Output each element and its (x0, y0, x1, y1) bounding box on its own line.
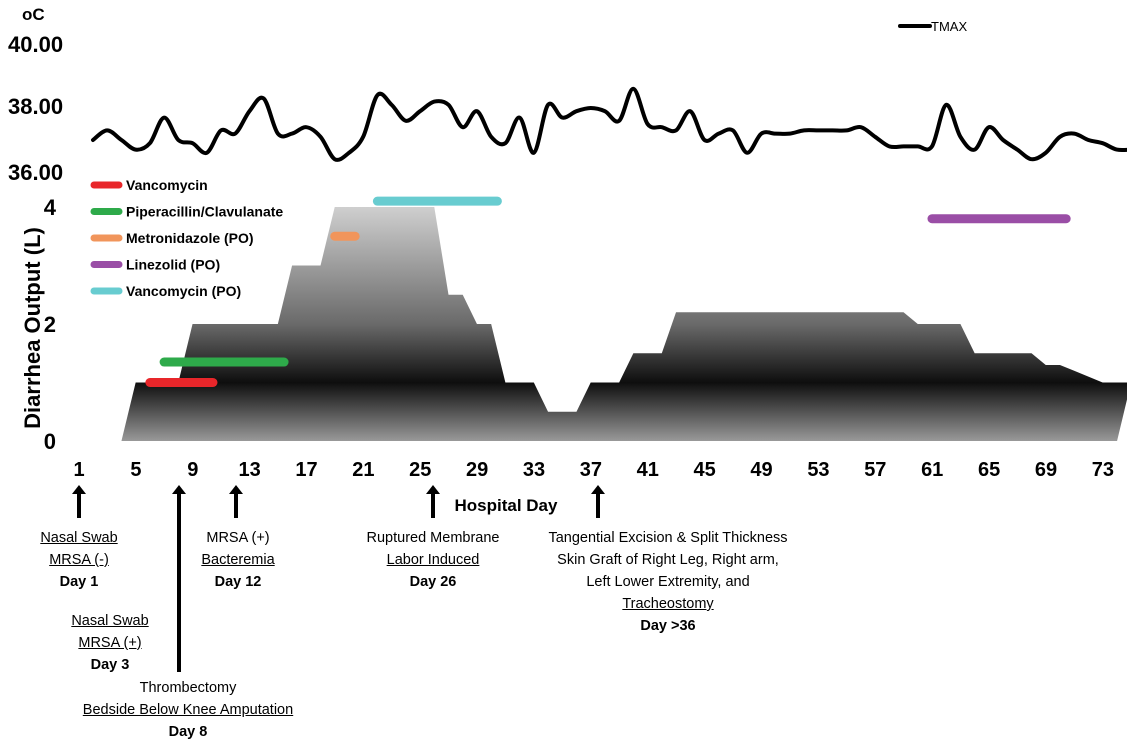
x-tick-label: 9 (187, 459, 198, 481)
temp-unit-label: oC (22, 5, 45, 24)
output-panel: 1 5 9 13 17 21 25 29 33 37 41 45 49 53 57 61 65 69 73 024 … (20, 177, 1127, 515)
arrowhead-day-37 (591, 485, 605, 494)
x-tick-label: 25 (409, 459, 431, 481)
annotation-day-37-plain-3: Left Lower Extremity, and (586, 574, 750, 590)
x-tick-label: 41 (637, 459, 659, 481)
legend-label: Linezolid (PO) (126, 257, 220, 273)
annotation-day-12-plain: MRSA (+) (206, 530, 270, 546)
annotation-day-37-day: Day >36 (640, 618, 696, 634)
annotation-day-3-line-2: MRSA (+) (78, 635, 142, 651)
y-axis-label: Diarrhea Output (L) (20, 227, 45, 429)
x-tick-label: 65 (978, 459, 1000, 481)
x-tick-label: 73 (1092, 459, 1114, 481)
legend-label: Vancomycin (PO) (126, 283, 241, 299)
arrowhead-day-12 (229, 485, 243, 494)
x-tick-label: 21 (352, 459, 374, 481)
x-tick-label: 1 (73, 459, 84, 481)
y-tick-label: 0 (44, 429, 56, 454)
temperature-panel: oC 40.00 38.00 36.00 TMAX (8, 5, 1127, 185)
legend-label: Metronidazole (PO) (126, 230, 254, 246)
legend-tmax-label: TMAX (931, 19, 967, 34)
x-tick-label: 45 (694, 459, 716, 481)
annotation-day-1-line-2: MRSA (-) (49, 552, 109, 568)
x-tick-label: 69 (1035, 459, 1057, 481)
annotation-day-12-line-1: Bacteremia (201, 552, 275, 568)
arrowhead-day-26 (426, 485, 440, 494)
annotation-day-26-line-1: Labor Induced (386, 552, 480, 568)
annotation-day-1-day: Day 1 (59, 574, 99, 590)
legend-label: Piperacillin/Clavulanate (126, 204, 283, 220)
annotation-day-26: Ruptured Membrane Labor Induced Day 26 (367, 527, 500, 593)
x-tick-label: 13 (239, 459, 261, 481)
arrowhead-day-8 (172, 485, 186, 494)
annotation-day-8-line-1: Bedside Below Knee Amputation (82, 702, 294, 718)
temp-tick-40: 40.00 (8, 32, 63, 57)
x-axis-label: Hospital Day (455, 496, 559, 515)
annotation-day-37-plain-1: Tangential Excision & Split Thickness (548, 530, 788, 546)
x-tick-label: 61 (921, 459, 943, 481)
annotation-day-3-line-1: Nasal Swab (71, 613, 149, 629)
annotation-day-1: Nasal Swab MRSA (-) Day 1 (40, 527, 117, 593)
arrowhead-day-1 (72, 485, 86, 494)
annotation-day-8-plain: Thrombectomy (139, 680, 237, 696)
y-axis-ticks: 0 2 4 (44, 195, 57, 454)
x-tick-label: 5 (130, 459, 141, 481)
tmax-line (91, 86, 1127, 162)
annotation-day-37-plain-2: Skin Graft of Right Leg, Right arm, (557, 552, 779, 568)
diarrhea-output-area (79, 207, 1127, 441)
x-tick-label: 37 (580, 459, 602, 481)
annotation-day-8: Thrombectomy Bedside Below Knee Amputati… (83, 677, 293, 743)
annotation-day-37-line-1: Tracheostomy (622, 596, 714, 612)
annotation-day-26-day: Day 26 (409, 574, 457, 590)
x-tick-label: 33 (523, 459, 545, 481)
drug-bars (145, 196, 1071, 387)
annotation-day-12: MRSA (+) Bacteremia Day 12 (201, 527, 274, 593)
annotation-day-3: Nasal Swab MRSA (+) Day 3 (71, 610, 148, 676)
annotation-day-12-day: Day 12 (214, 574, 262, 590)
drug-legend: Vancomycin Piperacillin/Clavulanate Metron… (90, 177, 283, 299)
y-tick-label: 2 (44, 312, 56, 337)
x-tick-label: 57 (864, 459, 886, 481)
x-axis-ticks: 1 5 9 13 17 21 25 29 33 37 41 45 49 53 57 61 65 69 73 (73, 459, 1114, 481)
event-arrows (72, 485, 605, 672)
x-tick-label: 29 (466, 459, 488, 481)
annotation-day-37: Tangential Excision & Split Thickness Sk… (548, 527, 787, 637)
temp-tick-38: 38.00 (8, 94, 63, 119)
annotation-day-8-day: Day 8 (168, 724, 208, 740)
annotation-day-1-line-1: Nasal Swab (40, 530, 118, 546)
legend-label: Vancomycin (126, 177, 208, 193)
annotation-day-3-day: Day 3 (90, 657, 130, 673)
x-tick-label: 17 (295, 459, 317, 481)
annotation-day-26-plain: Ruptured Membrane (366, 530, 500, 546)
temp-tick-36: 36.00 (8, 160, 63, 185)
x-tick-label: 49 (750, 459, 772, 481)
y-tick-label: 4 (44, 195, 57, 220)
x-tick-label: 53 (807, 459, 829, 481)
